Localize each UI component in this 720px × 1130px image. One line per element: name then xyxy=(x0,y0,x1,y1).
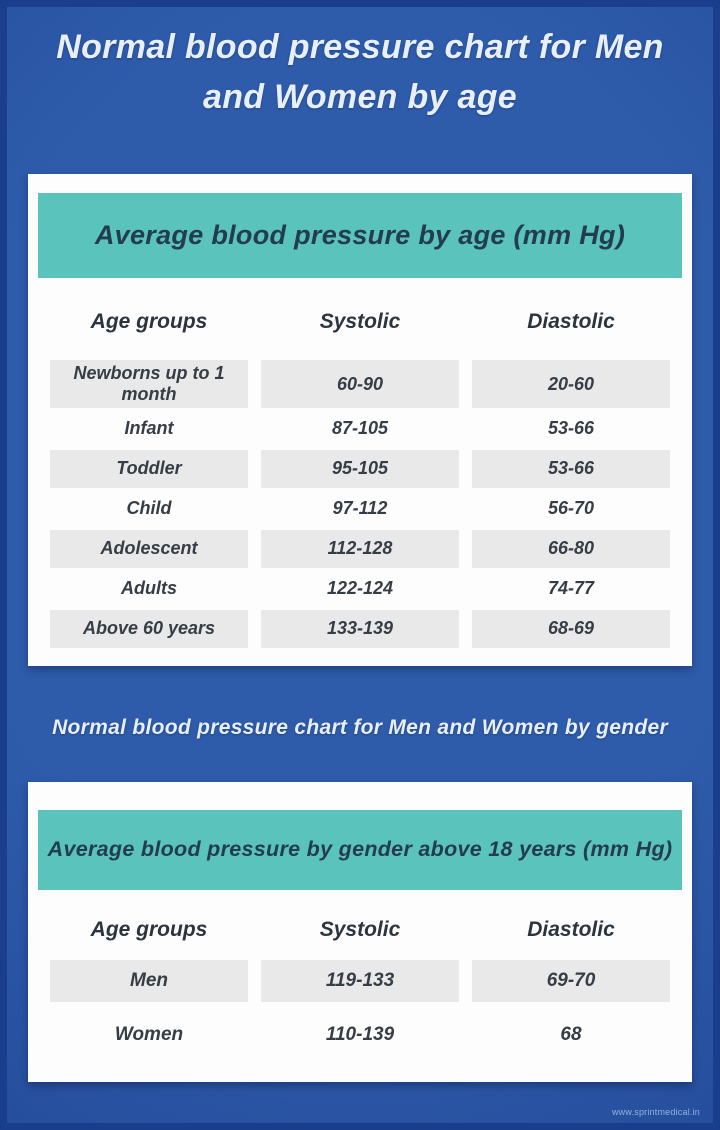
systolic-cell: 112-128 xyxy=(261,529,459,568)
table-row: Adults 122-124 74-77 xyxy=(50,570,670,608)
age-group-cell: Above 60 years xyxy=(50,609,248,648)
page-title: Normal blood pressure chart for Men and … xyxy=(56,28,664,116)
age-group-cell: Child xyxy=(126,498,172,519)
diastolic-cell: 74-77 xyxy=(547,578,595,599)
age-group-cell: Toddler xyxy=(50,449,248,488)
gender-table: Age groups Systolic Diastolic Men 119-133… xyxy=(50,908,670,1056)
gender-table-banner-text: Average blood pressure by gender above 1… xyxy=(47,837,673,862)
systolic-cell: 60-90 xyxy=(261,360,459,408)
column-header-diastolic: Diastolic xyxy=(527,310,615,334)
gender-section-title: Normal blood pressure chart for Men and … xyxy=(52,715,668,739)
systolic-cell: 122-124 xyxy=(326,578,394,599)
age-group-cell: Newborns up to 1 month xyxy=(50,360,248,408)
age-group-cell: Men xyxy=(50,959,248,1002)
table-row: Newborns up to 1 month 60-90 20-60 xyxy=(50,360,670,408)
table-row: Toddler 95-105 53-66 xyxy=(50,449,670,488)
diastolic-cell: 53-66 xyxy=(472,449,670,488)
table-row: Men 119-133 69-70 xyxy=(50,959,670,1002)
column-header-systolic: Systolic xyxy=(319,310,401,334)
gender-table-card: Average blood pressure by gender above 1… xyxy=(28,781,692,1082)
diastolic-cell: 53-66 xyxy=(547,418,595,439)
age-group-cell: Infant xyxy=(124,418,174,439)
table-row: Child 97-112 56-70 xyxy=(50,490,670,528)
diastolic-cell: 20-60 xyxy=(472,360,670,408)
age-table-banner-text: Average blood pressure by age (mm Hg) xyxy=(94,220,626,251)
table-row: Above 60 years 133-139 68-69 xyxy=(50,609,670,648)
systolic-cell: 119-133 xyxy=(261,959,459,1002)
table-row: Adolescent 112-128 66-80 xyxy=(50,529,670,568)
systolic-cell: 97-112 xyxy=(332,498,388,519)
age-group-cell: Women xyxy=(114,1023,184,1045)
column-header-age-groups: Age groups xyxy=(90,310,208,334)
table-row: Women 110-139 68 xyxy=(50,1014,670,1056)
gender-table-body: Men 119-133 69-70 Women 110-139 68 xyxy=(50,959,670,1056)
age-table-banner: Average blood pressure by age (mm Hg) xyxy=(38,193,682,279)
diastolic-cell: 56-70 xyxy=(547,498,595,519)
age-table-card: Average blood pressure by age (mm Hg) Ag… xyxy=(28,174,692,666)
diastolic-cell: 69-70 xyxy=(472,959,670,1002)
gender-table-header-row: Age groups Systolic Diastolic xyxy=(50,908,670,952)
systolic-cell: 110-139 xyxy=(325,1023,395,1045)
age-table-body: Newborns up to 1 month 60-90 20-60 Infant 87… xyxy=(50,360,670,648)
systolic-cell: 133-139 xyxy=(261,609,459,648)
age-group-cell: Adults xyxy=(121,578,177,599)
age-table: Age groups Systolic Diastolic Newborns u… xyxy=(50,300,670,648)
gender-table-banner: Average blood pressure by gender above 1… xyxy=(38,809,682,890)
diastolic-cell: 68-69 xyxy=(472,609,670,648)
systolic-cell: 95-105 xyxy=(261,449,459,488)
website-url: www.sprintmedical.in xyxy=(611,1107,700,1117)
age-table-header-row: Age groups Systolic Diastolic xyxy=(50,300,670,344)
column-header-systolic: Systolic xyxy=(319,917,401,941)
diastolic-cell: 68 xyxy=(560,1023,582,1045)
table-row: Infant 87-105 53-66 xyxy=(50,410,670,448)
diastolic-cell: 66-80 xyxy=(472,529,670,568)
systolic-cell: 87-105 xyxy=(331,418,389,439)
column-header-age-groups: Age groups xyxy=(90,917,208,941)
column-header-diastolic: Diastolic xyxy=(527,917,615,941)
age-group-cell: Adolescent xyxy=(50,529,248,568)
